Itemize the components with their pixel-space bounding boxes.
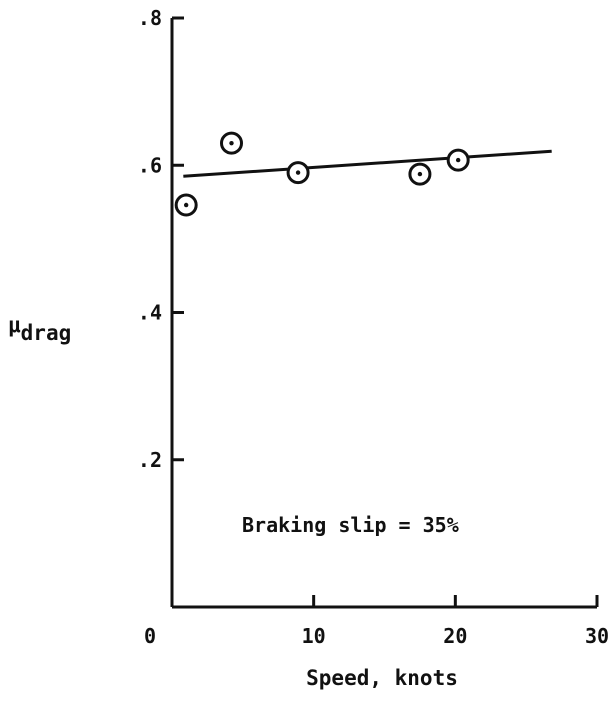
data-point-center bbox=[417, 171, 423, 177]
y-axis-symbol: μ bbox=[8, 313, 21, 337]
y-tick-label: .2 bbox=[138, 448, 162, 472]
data-point-center bbox=[183, 202, 189, 208]
y-tick-label: .8 bbox=[138, 6, 162, 30]
data-point bbox=[174, 193, 198, 217]
x-tick-label: 20 bbox=[443, 624, 467, 648]
x-axis-title: Speed, knots bbox=[306, 666, 458, 690]
data-point-center bbox=[229, 140, 234, 146]
data-point bbox=[446, 148, 470, 172]
data-point bbox=[220, 131, 243, 155]
x-tick-label: 0 bbox=[144, 624, 156, 648]
y-axis-subscript: drag bbox=[21, 321, 72, 345]
braking-slip-annotation: Braking slip = 35% bbox=[242, 513, 459, 537]
data-point bbox=[408, 162, 432, 186]
fit-line-group bbox=[183, 149, 552, 178]
data-point bbox=[286, 161, 310, 185]
y-tick-label: .4 bbox=[138, 301, 162, 325]
data-points bbox=[174, 131, 470, 217]
y-axis-title: μdrag bbox=[8, 313, 71, 345]
x-tick-label: 10 bbox=[302, 624, 326, 648]
data-point-center bbox=[455, 157, 461, 163]
tick-marks bbox=[172, 16, 599, 607]
fit-line bbox=[183, 149, 552, 178]
y-tick-label: .6 bbox=[138, 153, 162, 177]
x-tick-label: 30 bbox=[585, 624, 609, 648]
data-point-center bbox=[295, 170, 301, 175]
tick-labels: 0 10 20 30 .2 .4 .6 .8 bbox=[138, 6, 609, 648]
